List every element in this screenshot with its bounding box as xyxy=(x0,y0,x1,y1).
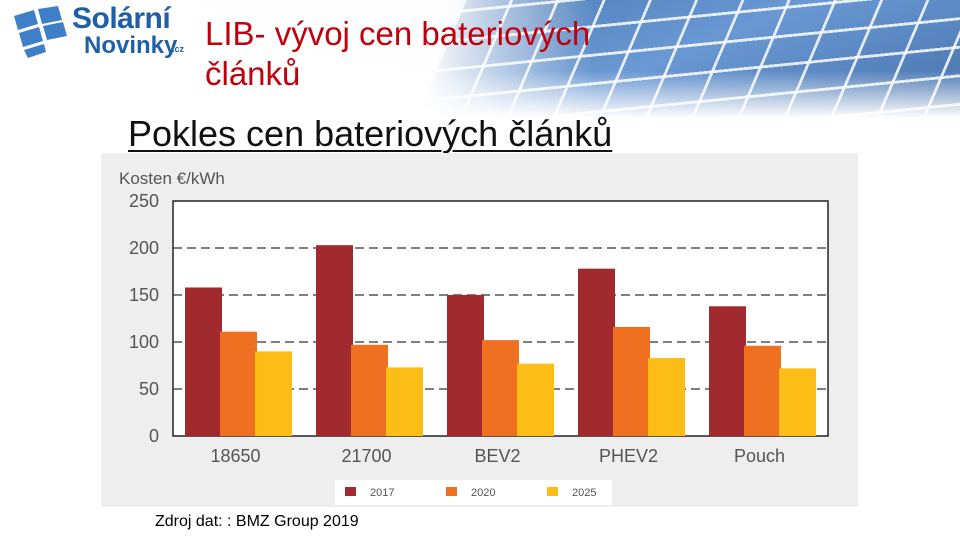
bar-18650-2017 xyxy=(185,287,222,436)
x-tick-label: BEV2 xyxy=(474,446,520,466)
bar-21700-2020 xyxy=(351,344,388,436)
bar-BEV2-2020 xyxy=(482,340,519,436)
bar-PHEV2-2017 xyxy=(578,268,615,436)
slide-title: LIB- vývoj cen bateriových článků xyxy=(205,15,591,92)
logo-text-primary: Solární xyxy=(72,2,171,35)
legend-box xyxy=(335,480,612,505)
site-logo[interactable]: Solární Novinky .cz xyxy=(0,0,188,62)
legend-label: 2020 xyxy=(471,487,495,499)
bar-PHEV2-2025 xyxy=(648,357,685,436)
bar-chart-svg: Kosten €/kWh 0 50 100 150 200 250 18650 21700 B… xyxy=(101,153,858,507)
slide-subtitle: Pokles cen bateriových článků xyxy=(128,113,613,154)
logo-text-secondary: Novinky xyxy=(84,32,178,59)
bar-BEV2-2017 xyxy=(447,295,484,436)
y-tick-label: 250 xyxy=(129,191,159,211)
bar-Pouch-2020 xyxy=(744,345,781,436)
legend-label: 2017 xyxy=(370,487,394,499)
y-tick-label: 50 xyxy=(139,379,159,399)
bar-18650-2025 xyxy=(255,351,292,436)
x-tick-label: 18650 xyxy=(210,446,260,466)
legend-label: 2025 xyxy=(572,487,596,499)
bar-21700-2025 xyxy=(386,367,423,436)
x-tick-label: 21700 xyxy=(341,446,391,466)
legend-swatch-2020 xyxy=(446,487,457,496)
y-tick-label: 0 xyxy=(149,426,159,446)
y-tick-label: 150 xyxy=(129,285,159,305)
x-tick-label: Pouch xyxy=(734,446,785,466)
legend-swatch-2017 xyxy=(345,487,356,496)
bar-PHEV2-2020 xyxy=(613,326,650,436)
solar-cells-icon xyxy=(14,6,67,58)
bar-Pouch-2025 xyxy=(779,368,816,436)
bar-BEV2-2025 xyxy=(517,363,554,436)
x-tick-label: PHEV2 xyxy=(599,446,658,466)
logo-domain-suffix: .cz xyxy=(172,44,185,54)
data-source: Zdroj dat: : BMZ Group 2019 xyxy=(155,513,359,530)
bar-18650-2020 xyxy=(220,331,257,436)
bar-21700-2017 xyxy=(316,245,353,436)
legend-swatch-2025 xyxy=(547,487,558,496)
bar-Pouch-2017 xyxy=(709,306,746,436)
y-axis-label: Kosten €/kWh xyxy=(119,169,225,188)
bar-chart: Kosten €/kWh 0 50 100 150 200 250 18650 21700 B… xyxy=(101,153,858,507)
y-tick-label: 100 xyxy=(129,332,159,352)
y-tick-label: 200 xyxy=(129,238,159,258)
